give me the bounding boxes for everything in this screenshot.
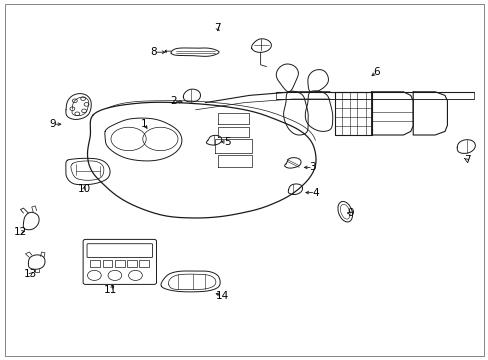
Text: 2: 2 <box>170 96 177 106</box>
Text: 12: 12 <box>14 227 27 237</box>
Text: 14: 14 <box>215 291 229 301</box>
Text: 3: 3 <box>309 162 316 172</box>
Text: 10: 10 <box>78 184 90 194</box>
Text: 11: 11 <box>103 285 117 295</box>
Text: 5: 5 <box>224 137 230 147</box>
Bar <box>115 260 124 267</box>
Bar <box>139 260 149 267</box>
Text: 1: 1 <box>141 119 147 129</box>
Text: 9: 9 <box>49 119 56 129</box>
Text: 8: 8 <box>150 47 157 57</box>
Text: 7: 7 <box>463 155 469 165</box>
Text: 13: 13 <box>23 269 37 279</box>
Bar <box>90 260 100 267</box>
Bar <box>127 260 137 267</box>
Text: 4: 4 <box>311 188 318 198</box>
Text: 7: 7 <box>214 23 221 33</box>
Bar <box>102 260 112 267</box>
Text: 6: 6 <box>372 67 379 77</box>
Text: 9: 9 <box>347 208 354 219</box>
